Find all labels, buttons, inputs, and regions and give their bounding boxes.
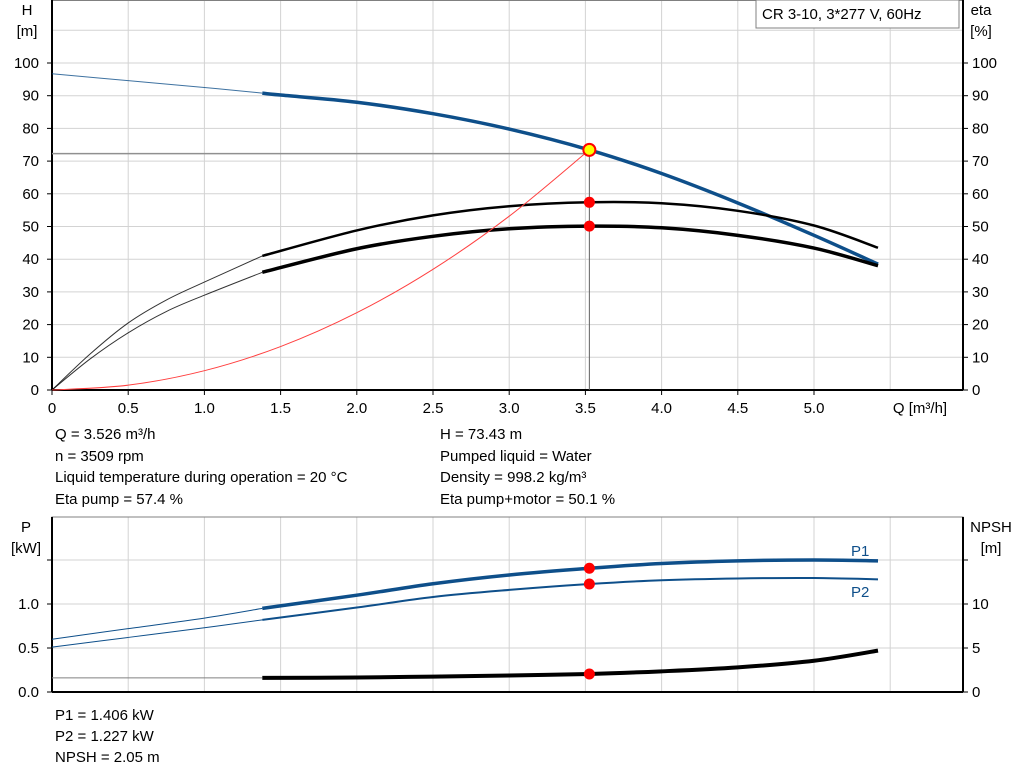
x-tick-label: 5.0: [804, 400, 825, 417]
npsh-axis-unit: [m]: [981, 540, 1002, 557]
npsh-point: [583, 668, 595, 680]
info-liquid: Pumped liquid = Water: [440, 448, 592, 465]
NPSH-curve: [262, 648, 879, 680]
eta-tick-label: 60: [972, 186, 989, 203]
P1-curve: [262, 558, 879, 611]
h-tick-label: 80: [22, 120, 39, 137]
plot-frame: [51, 0, 964, 391]
h-tick-label: 10: [22, 349, 39, 366]
info-n: n = 3509 rpm: [55, 448, 144, 465]
h-axis-unit: [m]: [17, 23, 38, 40]
npsh-tick-label: 10: [972, 596, 989, 613]
h-tick-label: 20: [22, 317, 39, 334]
eta-tick-label: 100: [972, 55, 997, 72]
info-eta-pump: Eta pump = 57.4 %: [55, 491, 183, 508]
p-axis-label: P: [21, 519, 31, 536]
h-tick-label: 30: [22, 284, 39, 301]
npsh-tick-label: 0: [972, 684, 980, 701]
p2-series-label: P2: [851, 584, 869, 601]
h-tick-label: 40: [22, 251, 39, 268]
info-temp: Liquid temperature during operation = 20…: [55, 469, 348, 486]
H-curve: [262, 91, 879, 266]
eta-pump-motor-point: [583, 220, 595, 232]
bottom-grid: [51, 516, 964, 693]
h-tick-label: 50: [22, 219, 39, 236]
top-grid: [51, 0, 964, 391]
x-tick-label: 3.5: [575, 400, 596, 417]
h-tick-label: 60: [22, 186, 39, 203]
x-tick-label: 1.0: [194, 400, 215, 417]
x-tick-label: 2.0: [346, 400, 367, 417]
eta-tick-label: 30: [972, 284, 989, 301]
eta-tick-label: 40: [972, 251, 989, 268]
h-axis-label: H: [22, 2, 33, 19]
q-axis-label: Q [m³/h]: [893, 400, 947, 417]
eta-tick-label: 10: [972, 349, 989, 366]
h-tick-label: 100: [14, 55, 39, 72]
eta-tick-label: 20: [972, 317, 989, 334]
info-p1: P1 = 1.406 kW: [55, 707, 155, 724]
x-tick-label: 0.5: [118, 400, 139, 417]
tick-labels: 0 0.5 1.0 1.5 2.0 2.5 3.0 3.5 4.0 4.5 5.0 0 10 20 30 40…: [14, 55, 997, 701]
h-tick-label: 90: [22, 88, 39, 105]
p-tick-label: 0.5: [18, 640, 39, 657]
system_curve-curve: [51, 149, 590, 391]
eta-tick-label: 80: [972, 120, 989, 137]
p-axis-unit: [kW]: [11, 540, 41, 557]
npsh-tick-label: 5: [972, 640, 980, 657]
x-tick-label: 1.5: [270, 400, 291, 417]
eta-tick-label: 0: [972, 382, 980, 399]
p1-series-label: P1: [851, 543, 869, 560]
x-tick-label: 0: [48, 400, 56, 417]
p1-point: [583, 562, 595, 574]
curves: [51, 73, 879, 680]
info-q: Q = 3.526 m³/h: [55, 426, 155, 443]
eta_pump_motor-curve-extrapolated: [51, 271, 263, 391]
info-p2: P2 = 1.227 kW: [55, 728, 155, 745]
h-tick-label: 0: [31, 382, 39, 399]
eta-tick-label: 70: [972, 153, 989, 170]
title-box: [755, 0, 960, 29]
info-npsh: NPSH = 2.05 m: [55, 749, 160, 766]
eta_pump_motor-curve: [261, 224, 879, 274]
chart-title: CR 3-10, 3*277 V, 60Hz: [762, 6, 922, 23]
x-tick-label: 3.0: [499, 400, 520, 417]
p-tick-label: 1.0: [18, 596, 39, 613]
x-tick-label: 4.0: [651, 400, 672, 417]
x-tick-label: 4.5: [727, 400, 748, 417]
info-density: Density = 998.2 kg/m³: [440, 469, 586, 486]
P2-curve: [262, 576, 879, 621]
info-h: H = 73.43 m: [440, 426, 522, 443]
x-tick-label: 2.5: [423, 400, 444, 417]
duty-point: [582, 142, 597, 157]
eta-axis-unit: [%]: [970, 23, 992, 40]
info-eta-pump-motor: Eta pump+motor = 50.1 %: [440, 491, 615, 508]
eta-tick-label: 50: [972, 219, 989, 236]
P1-curve-extrapolated: [51, 607, 263, 640]
P2-curve-extrapolated: [51, 619, 263, 648]
eta-tick-label: 90: [972, 88, 989, 105]
eta-axis-label: eta: [971, 2, 993, 19]
eta-pump-point: [583, 196, 595, 208]
H-curve-extrapolated: [51, 73, 263, 94]
p-tick-label: 0.0: [18, 684, 39, 701]
eta_pump-curve-extrapolated: [51, 255, 263, 391]
p2-point: [583, 578, 595, 590]
npsh-axis-label: NPSH: [970, 519, 1012, 536]
h-tick-label: 70: [22, 153, 39, 170]
